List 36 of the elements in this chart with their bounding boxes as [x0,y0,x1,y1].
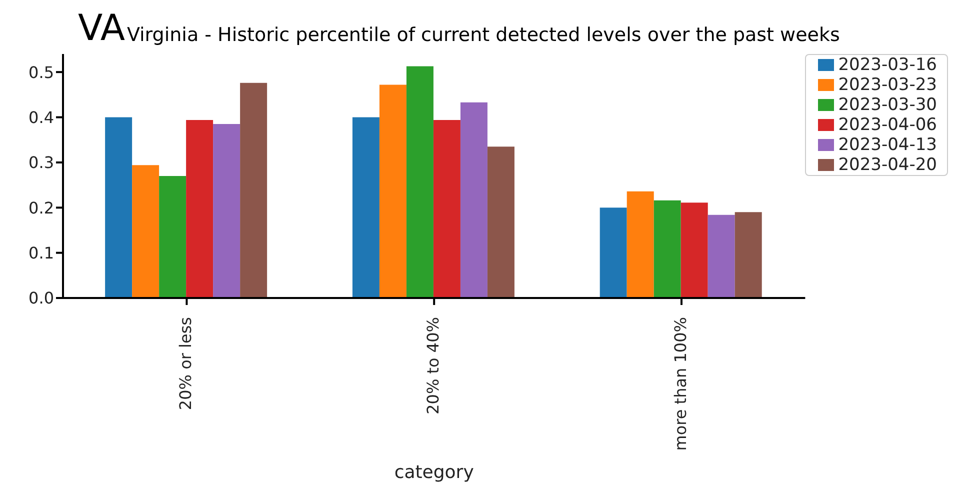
x-tick-label: more than 100% [670,317,690,451]
legend-label: 2023-03-16 [838,55,937,75]
chart-subtitle: Virginia - Historic percentile of current detected levels over the past weeks [126,23,840,48]
chart-title: VA [78,8,125,49]
x-tick-label: 20% to 40% [423,317,442,414]
bar [460,102,488,298]
legend-label: 2023-04-20 [838,155,937,175]
bar [626,191,654,298]
bar [734,212,762,298]
x-tick-label: 20% or less [176,317,196,410]
bar [708,214,735,298]
bar [132,165,160,298]
legend-label: 2023-03-30 [838,95,937,115]
legend-label: 2023-03-23 [838,75,937,95]
y-tick-label: 0.3 [28,153,54,172]
bar [186,120,214,298]
bar [213,124,240,298]
bar [406,66,434,298]
bar [240,82,268,298]
x-axis-title: category [394,462,474,483]
bar [379,84,406,298]
y-tick-label: 0.5 [28,62,54,82]
bar [352,117,380,298]
bar [654,200,681,298]
bar [487,146,514,298]
bar [680,202,708,298]
y-tick-label: 0.4 [28,108,54,127]
y-tick-label: 0.2 [28,198,54,218]
y-tick-label: 0.1 [28,243,54,262]
legend-label: 2023-04-06 [838,115,937,135]
bar [159,176,186,298]
y-tick-label: 0.0 [28,288,54,308]
bar [433,120,460,298]
bar [600,208,627,298]
bar [105,117,132,298]
legend-label: 2023-04-13 [838,135,937,155]
